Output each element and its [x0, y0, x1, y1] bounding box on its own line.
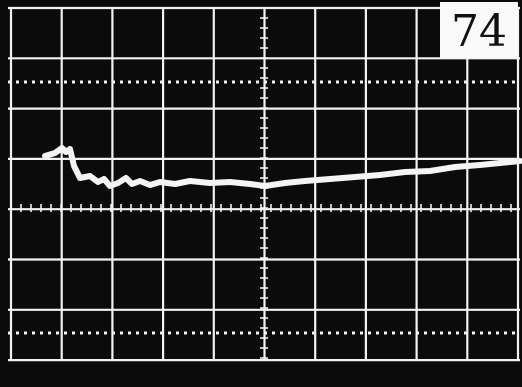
frame-number: 74	[451, 6, 507, 57]
oscilloscope-screen: 74	[0, 0, 522, 387]
